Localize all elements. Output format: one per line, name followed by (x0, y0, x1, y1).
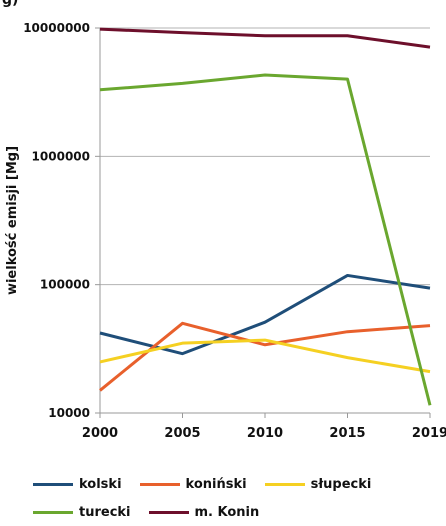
legend-row-2: turecki m. Konin (33, 498, 443, 526)
series-line-turecki (99, 73, 432, 406)
legend-label-kolski: kolski (79, 476, 122, 492)
x-tick-label-2000: 2000 (82, 426, 118, 441)
legend-swatch-turecki (33, 510, 73, 514)
legend-item-m-konin: m. Konin (148, 504, 260, 520)
legend-item-kolski: kolski (33, 477, 122, 492)
legend-item-turecki: turecki (33, 505, 131, 520)
x-tick-label-2015: 2015 (329, 426, 365, 441)
legend-item-slupecki: słupecki (264, 476, 372, 492)
chart-legend: kolski koniński słupecki turecki m. Koni… (33, 470, 443, 526)
series-line-koni-ski (99, 321, 431, 392)
legend-row-1: kolski koniński słupecki (33, 470, 443, 498)
legend-swatch-koninski (139, 482, 180, 486)
x-tick-label-2010: 2010 (247, 426, 283, 441)
x-tick-label-2005: 2005 (164, 426, 200, 441)
legend-item-koninski: koniński (139, 476, 247, 492)
series-line-m-konin (99, 27, 431, 49)
legend-swatch-kolski (33, 482, 73, 486)
x-tick-label-2019: 2019 (412, 426, 446, 441)
chart-plot: 10000 100000 1000000 10000000 2000 2005 2010 20… (5, 21, 446, 441)
legend-label-turecki: turecki (79, 504, 131, 520)
legend-swatch-slupecki (264, 482, 305, 486)
legend-label-m-konin: m. Konin (194, 504, 260, 520)
y-axis-label: wielkość emisji [Mg] (5, 146, 20, 295)
y-tick-label-1000000: 1000000 (32, 149, 90, 163)
legend-label-koninski: koniński (185, 476, 247, 492)
y-tick-label-10000000: 10000000 (23, 21, 90, 35)
legend-label-slupecki: słupecki (310, 476, 372, 492)
series-line-s-upecki (99, 338, 431, 374)
y-tick-label-10000: 10000 (48, 406, 90, 420)
legend-swatch-m-konin (148, 510, 189, 514)
y-tick-label-100000: 100000 (40, 278, 90, 292)
panel-label: g) (2, 0, 19, 8)
